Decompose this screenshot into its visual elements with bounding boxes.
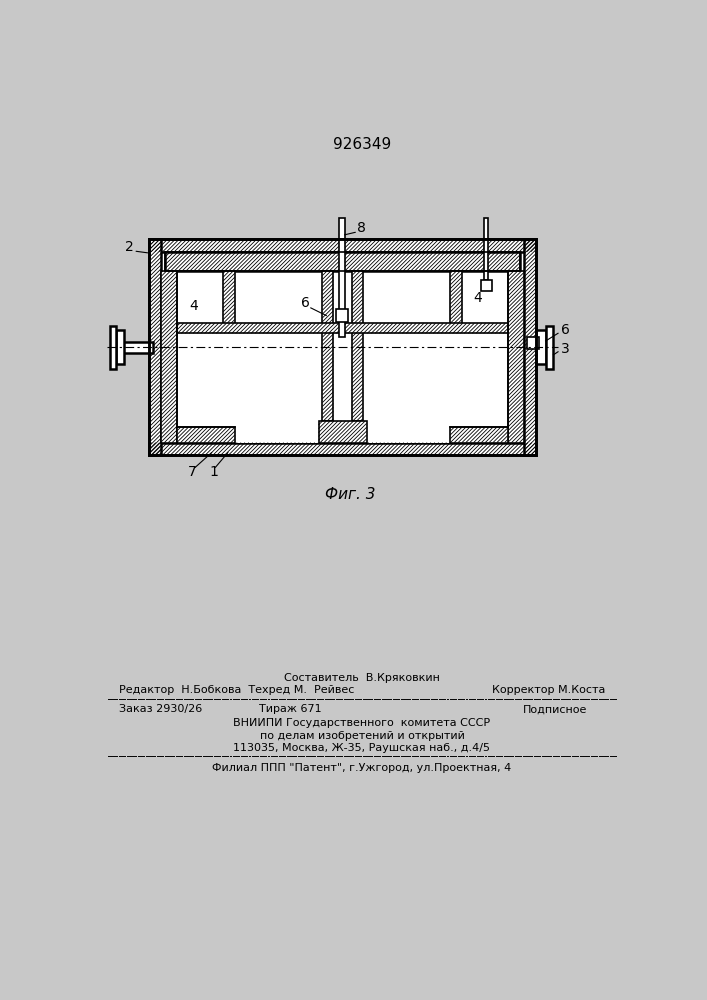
Text: Тираж 671: Тираж 671: [259, 704, 322, 714]
Text: 8: 8: [357, 221, 366, 235]
Text: по делам изобретений и открытий: по делам изобретений и открытий: [259, 731, 464, 741]
Text: 1: 1: [209, 465, 218, 479]
Bar: [223, 271, 235, 326]
Text: 926349: 926349: [333, 137, 391, 152]
Bar: [333, 271, 352, 421]
Bar: [116, 330, 124, 364]
Bar: [450, 271, 462, 326]
Bar: [508, 271, 524, 443]
Text: Подписное: Подписное: [522, 704, 587, 714]
Text: 2: 2: [125, 240, 134, 254]
Bar: [524, 239, 537, 455]
Bar: [352, 271, 363, 421]
Bar: [450, 427, 508, 443]
Bar: [161, 252, 524, 443]
Bar: [110, 326, 116, 369]
Bar: [527, 337, 539, 349]
Text: Редактор  Н.Бобкова  Техред М.  Рейвес: Редактор Н.Бобкова Техред М. Рейвес: [119, 685, 355, 695]
Text: Составитель  В.Кряковкин: Составитель В.Кряковкин: [284, 673, 440, 683]
Bar: [339, 218, 345, 239]
Bar: [149, 239, 537, 455]
Bar: [165, 252, 520, 271]
Bar: [462, 271, 508, 427]
Text: Корректор М.Коста: Корректор М.Коста: [492, 685, 605, 695]
Bar: [481, 280, 492, 291]
Bar: [546, 326, 554, 369]
Text: 6: 6: [301, 296, 310, 310]
Text: 6: 6: [561, 323, 570, 337]
Text: 113035, Москва, Ж-35, Раушская наб., д.4/5: 113035, Москва, Ж-35, Раушская наб., д.4…: [233, 743, 491, 753]
Bar: [322, 271, 333, 421]
Bar: [177, 333, 493, 443]
Bar: [484, 239, 489, 280]
Bar: [339, 239, 345, 337]
Text: ВНИИПИ Государственного  комитета СССР: ВНИИПИ Государственного комитета СССР: [233, 718, 491, 728]
Text: 7: 7: [188, 465, 197, 479]
Bar: [161, 271, 177, 443]
Bar: [177, 271, 223, 323]
Bar: [462, 271, 508, 323]
Bar: [149, 443, 537, 455]
Bar: [484, 218, 489, 239]
Text: Заказ 2930/26: Заказ 2930/26: [119, 704, 203, 714]
Bar: [149, 239, 161, 455]
Bar: [177, 427, 235, 443]
Bar: [116, 342, 153, 353]
Bar: [337, 309, 348, 322]
Text: Фиг. 3: Фиг. 3: [325, 487, 375, 502]
Bar: [149, 239, 537, 252]
Bar: [319, 421, 367, 443]
Text: Филиал ППП "Патент", г.Ужгород, ул.Проектная, 4: Филиал ППП "Патент", г.Ужгород, ул.Проек…: [212, 763, 512, 773]
Text: 4: 4: [189, 299, 198, 313]
Text: 3: 3: [561, 342, 570, 356]
Bar: [177, 323, 508, 333]
Text: 4: 4: [473, 291, 481, 305]
Bar: [537, 330, 546, 364]
Bar: [165, 252, 520, 271]
Bar: [177, 271, 223, 427]
Bar: [333, 271, 352, 323]
